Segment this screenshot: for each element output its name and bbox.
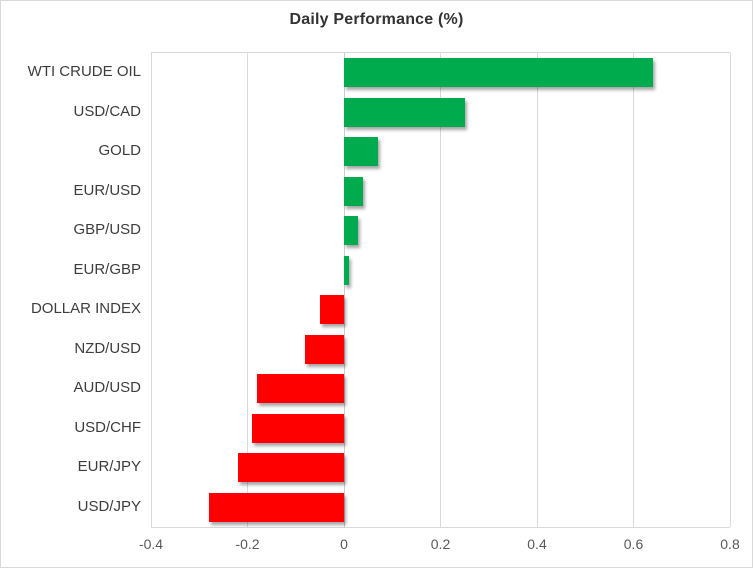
category-label-usd-jpy: USD/JPY xyxy=(77,497,141,515)
x-tick-label: 0.4 xyxy=(527,536,547,552)
category-label-nzd-usd: NZD/USD xyxy=(74,339,141,357)
zero-axis-line xyxy=(343,53,345,527)
bar-usd-cad xyxy=(344,97,465,127)
gridline xyxy=(729,53,731,527)
gridline xyxy=(536,53,538,527)
category-label-usd-cad: USD/CAD xyxy=(73,102,141,120)
bar-gold xyxy=(344,137,378,167)
bar-usd-chf xyxy=(252,413,344,443)
chart-title: Daily Performance (%) xyxy=(289,11,464,28)
value-axis: -0.4 -0.2 0 0.2 0.4 0.6 0.8 xyxy=(139,536,740,556)
category-label-usd-chf: USD/CHF xyxy=(74,418,141,436)
x-tick-label: -0.4 xyxy=(138,536,164,552)
category-label-wti-crude-oil: WTI CRUDE OIL xyxy=(27,63,141,81)
category-label-eur-usd: EUR/USD xyxy=(73,181,141,199)
bar-wti-crude-oil xyxy=(344,58,653,88)
bar-dollar-index xyxy=(319,295,344,325)
category-label-gold: GOLD xyxy=(98,142,141,160)
category-label-eur-jpy: EUR/JPY xyxy=(77,458,141,476)
bar-nzd-usd xyxy=(305,334,344,364)
bar-aud-usd xyxy=(257,374,344,404)
category-label-dollar-index: DOLLAR INDEX xyxy=(30,300,141,318)
category-label-gbp-usd: GBP/USD xyxy=(73,221,141,239)
bar-eur-gbp xyxy=(344,255,349,285)
x-tick-label: 0.8 xyxy=(720,536,740,552)
x-tick-label: 0.2 xyxy=(430,536,451,552)
category-label-aud-usd: AUD/USD xyxy=(73,379,141,397)
x-tick-label: 0 xyxy=(340,536,348,552)
bar-usd-jpy xyxy=(208,492,344,522)
bar-gbp-usd xyxy=(344,216,359,246)
x-tick-label: 0.6 xyxy=(623,536,644,552)
plot-area xyxy=(150,52,731,528)
gridline xyxy=(633,53,634,527)
gridline xyxy=(440,53,441,527)
category-label-eur-gbp: EUR/GBP xyxy=(73,260,141,278)
bar-eur-usd xyxy=(344,176,364,206)
gridline xyxy=(150,53,152,527)
x-tick-label: -0.2 xyxy=(235,536,260,552)
bar-eur-jpy xyxy=(237,453,344,483)
category-axis: WTI CRUDE OIL USD/CAD GOLD EUR/USD GBP/USD EU… xyxy=(1,52,141,526)
gridline xyxy=(247,53,248,527)
